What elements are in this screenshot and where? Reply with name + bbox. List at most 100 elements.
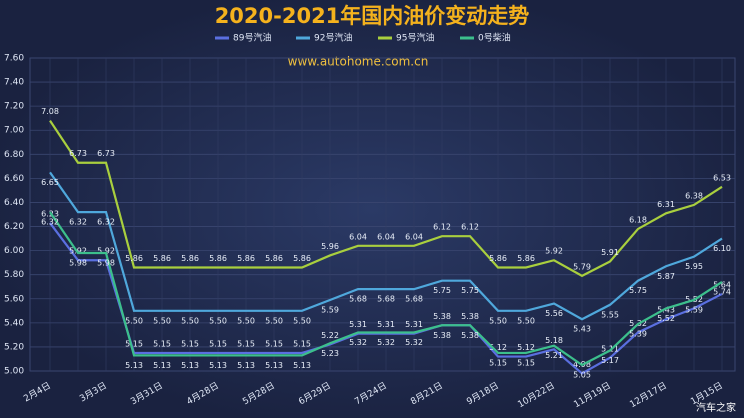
value-label: 5.50 <box>125 316 143 325</box>
value-label: 5.86 <box>265 254 283 263</box>
value-label: 5.38 <box>433 331 451 340</box>
y-tick-label: 7.40 <box>4 78 24 88</box>
value-label: 5.96 <box>321 242 339 251</box>
y-tick-label: 7.00 <box>4 126 24 136</box>
value-label: 5.21 <box>545 351 563 360</box>
value-label: 5.59 <box>321 305 339 314</box>
value-label: 5.38 <box>461 312 479 321</box>
value-label: 6.32 <box>41 218 59 227</box>
y-tick-label: 6.80 <box>4 150 24 160</box>
value-label: 5.50 <box>265 316 283 325</box>
value-label: 6.18 <box>629 215 647 224</box>
legend-label: 95号汽油 <box>396 32 434 44</box>
value-label: 5.86 <box>181 254 199 263</box>
value-label: 5.50 <box>517 316 535 325</box>
value-label: 5.32 <box>349 338 367 347</box>
y-tick-label: 5.80 <box>4 270 24 280</box>
value-label: 6.04 <box>405 232 423 241</box>
value-label: 5.86 <box>293 254 311 263</box>
value-label: 6.10 <box>713 244 731 253</box>
value-label: 5.92 <box>545 247 563 256</box>
value-label: 5.15 <box>153 339 171 348</box>
value-label: 5.38 <box>461 331 479 340</box>
x-tick-label: 10月22日 <box>516 380 557 410</box>
value-label: 5.05 <box>573 370 591 379</box>
value-label: 5.50 <box>293 316 311 325</box>
value-label: 6.31 <box>657 200 675 209</box>
y-tick-label: 6.60 <box>4 174 24 184</box>
value-label: 5.68 <box>349 295 367 304</box>
y-tick-label: 5.20 <box>4 342 24 352</box>
value-label: 6.38 <box>685 191 703 200</box>
x-tick-label: 12月17日 <box>628 380 669 410</box>
value-label: 5.17 <box>601 356 619 365</box>
value-label: 5.43 <box>573 325 591 334</box>
x-tick-label: 3月3日 <box>78 380 109 404</box>
value-label: 5.15 <box>265 339 283 348</box>
value-label: 5.74 <box>713 287 731 296</box>
value-label: 5.15 <box>517 358 535 367</box>
value-label: 5.86 <box>517 254 535 263</box>
y-tick-label: 5.00 <box>4 367 24 377</box>
legend-label: 89号汽油 <box>233 32 271 44</box>
value-label: 5.79 <box>573 262 591 271</box>
legend-label: 0号柴油 <box>478 32 511 44</box>
value-label: 5.95 <box>685 262 703 271</box>
value-label: 5.56 <box>545 309 563 318</box>
value-label: 5.39 <box>629 330 647 339</box>
value-label: 6.73 <box>97 149 115 158</box>
x-tick-label: 3月31日 <box>129 380 165 407</box>
value-label: 5.43 <box>657 306 675 315</box>
value-label: 5.50 <box>489 316 507 325</box>
value-label: 5.15 <box>181 339 199 348</box>
value-label: 5.50 <box>153 316 171 325</box>
value-label: 5.59 <box>685 305 703 314</box>
value-label: 5.75 <box>433 286 451 295</box>
x-tick-label: 11月19日 <box>572 380 613 410</box>
series-line <box>49 171 723 321</box>
series-line <box>49 211 723 367</box>
value-label: 7.08 <box>41 107 59 116</box>
value-label: 5.18 <box>545 336 563 345</box>
value-label: 5.15 <box>293 339 311 348</box>
value-label: 5.64 <box>713 280 731 289</box>
value-label: 5.75 <box>629 286 647 295</box>
value-label: 6.04 <box>349 232 367 241</box>
value-label: 5.13 <box>293 361 311 370</box>
value-label: 5.75 <box>461 286 479 295</box>
value-label: 6.32 <box>69 218 87 227</box>
y-tick-label: 7.60 <box>4 54 24 64</box>
value-label: 5.12 <box>517 343 535 352</box>
logo-text: 汽车之家 <box>696 401 736 414</box>
value-label: 5.87 <box>657 272 675 281</box>
value-label: 5.86 <box>489 254 507 263</box>
x-tick-label: 9月18日 <box>465 380 501 407</box>
value-label: 5.15 <box>125 339 143 348</box>
value-label: 5.31 <box>349 320 367 329</box>
y-tick-label: 5.60 <box>4 294 24 304</box>
value-label: 5.13 <box>265 361 283 370</box>
value-label: 5.50 <box>237 316 255 325</box>
value-label: 5.86 <box>153 254 171 263</box>
value-label: 5.68 <box>405 295 423 304</box>
value-label: 5.13 <box>125 361 143 370</box>
y-tick-label: 5.40 <box>4 318 24 328</box>
value-label: 5.91 <box>601 248 619 257</box>
value-label: 6.73 <box>69 149 87 158</box>
value-label: 5.13 <box>181 361 199 370</box>
value-label: 5.11 <box>601 344 619 353</box>
y-tick-label: 7.20 <box>4 102 24 112</box>
value-label: 5.86 <box>125 254 143 263</box>
y-tick-label: 6.00 <box>4 246 24 256</box>
legend-label: 92号汽油 <box>314 32 352 44</box>
value-label: 5.98 <box>97 259 115 268</box>
x-tick-label: 2月4日 <box>22 380 53 404</box>
value-label: 5.32 <box>377 338 395 347</box>
value-label: 6.04 <box>377 232 395 241</box>
value-label: 5.86 <box>237 254 255 263</box>
value-label: 6.53 <box>713 173 731 182</box>
value-label: 5.15 <box>237 339 255 348</box>
value-label: 6.65 <box>41 178 59 187</box>
value-label: 5.13 <box>237 361 255 370</box>
